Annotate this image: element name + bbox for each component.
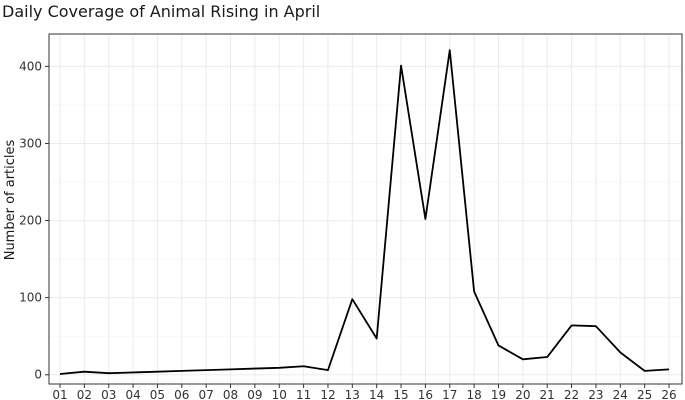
x-tick-label: 02 bbox=[77, 388, 92, 400]
x-tick-label: 14 bbox=[369, 388, 384, 400]
y-tick-label: 100 bbox=[19, 291, 42, 305]
x-tick-label: 23 bbox=[588, 388, 603, 400]
x-tick-label: 03 bbox=[101, 388, 116, 400]
y-tick-label: 400 bbox=[19, 59, 42, 73]
axis-ticks: 0 100 200 300 400 01 02 03 04 05 06 07 08 09 10 11 12 13 1… bbox=[19, 59, 677, 400]
x-tick-label: 13 bbox=[345, 388, 360, 400]
x-tick-label: 11 bbox=[296, 388, 311, 400]
x-tick-label: 04 bbox=[125, 388, 140, 400]
x-tick-label: 05 bbox=[150, 388, 165, 400]
x-tick-label: 08 bbox=[223, 388, 238, 400]
y-tick-label: 300 bbox=[19, 136, 42, 150]
x-tick-label: 18 bbox=[466, 388, 481, 400]
x-tick-label: 21 bbox=[540, 388, 555, 400]
x-tick-label: 01 bbox=[52, 388, 67, 400]
x-tick-label: 09 bbox=[247, 388, 262, 400]
x-tick-label: 24 bbox=[613, 388, 628, 400]
series-line bbox=[59, 49, 670, 375]
x-tick-label: 26 bbox=[661, 388, 676, 400]
x-tick-label: 06 bbox=[174, 388, 189, 400]
x-tick-label: 25 bbox=[637, 388, 652, 400]
x-tick-label: 10 bbox=[272, 388, 287, 400]
chart-title: Daily Coverage of Animal Rising in April bbox=[2, 2, 320, 21]
x-tick-label: 12 bbox=[320, 388, 335, 400]
x-tick-label: 20 bbox=[515, 388, 530, 400]
plot-panel bbox=[48, 33, 683, 385]
x-tick-label: 16 bbox=[418, 388, 433, 400]
grid bbox=[49, 34, 682, 384]
x-tick-label: 22 bbox=[564, 388, 579, 400]
x-tick-label: 19 bbox=[491, 388, 506, 400]
y-axis-label: Number of articles bbox=[3, 139, 18, 260]
x-tick-label: 07 bbox=[199, 388, 214, 400]
y-tick-label: 200 bbox=[19, 214, 42, 228]
y-tick-label: 0 bbox=[34, 368, 42, 382]
x-tick-label: 17 bbox=[442, 388, 457, 400]
x-tick-label: 15 bbox=[393, 388, 408, 400]
